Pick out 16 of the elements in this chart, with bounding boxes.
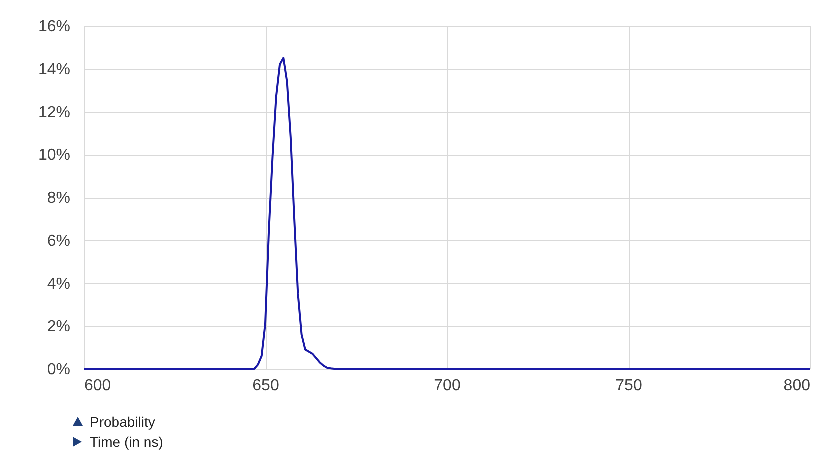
y-tick-label: 6% (47, 232, 70, 250)
y-tick-label: 16% (38, 18, 70, 36)
y-tick-label: 2% (47, 318, 70, 336)
x-tick-label: 700 (434, 378, 461, 394)
y-tick-label: 12% (38, 104, 70, 122)
text: Probability (90, 413, 156, 432)
text: Time (in ns) (90, 433, 164, 452)
y-tick-label: 0% (47, 362, 70, 378)
y-tick-label: 10% (38, 147, 70, 164)
x-tick-label: 750 (616, 378, 642, 394)
x-tick-label: 650 (252, 378, 280, 394)
x-tick-label: 600 (84, 378, 112, 394)
y-tick-label: 8% (47, 190, 70, 207)
y-tick-label: 14% (38, 61, 70, 78)
x-tick-label: 800 (784, 378, 811, 394)
y-tick-label: 4% (47, 276, 70, 293)
